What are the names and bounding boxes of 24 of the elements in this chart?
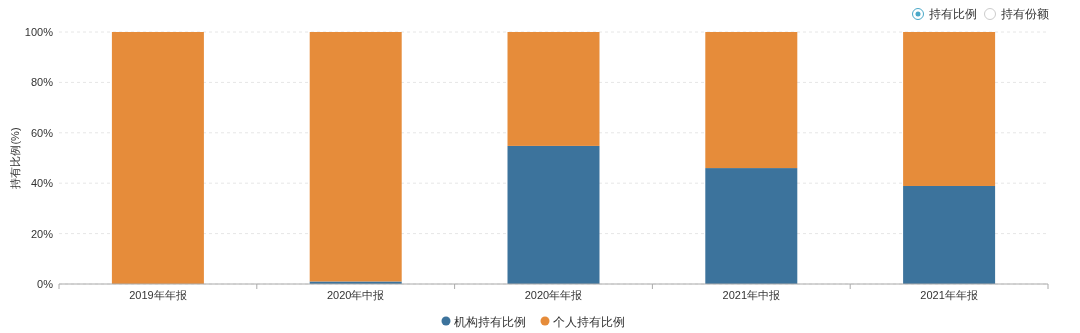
- bar: [111, 32, 204, 284]
- bar: [507, 32, 600, 146]
- x-tick-label: 2021年中报: [722, 289, 781, 301]
- y-tick-label: 40%: [30, 177, 54, 190]
- x-tick-label: 2020年中报: [326, 289, 385, 301]
- bar: [903, 185, 996, 284]
- bar: [507, 145, 600, 284]
- bar: [705, 168, 798, 284]
- legend-label: 机构持有比例: [454, 314, 526, 329]
- bar: [903, 32, 996, 186]
- x-tick-label: 2020年年报: [524, 289, 583, 301]
- text: 持有比例: [929, 7, 977, 21]
- y-tick-label: 100%: [24, 26, 54, 38]
- bar: [309, 32, 402, 282]
- x-tick-label: 2019年年报: [129, 289, 187, 301]
- y-tick-label: 20%: [30, 227, 54, 240]
- y-tick-label: 80%: [30, 76, 54, 89]
- legend-label: 个人持有比例: [553, 314, 625, 329]
- bar: [705, 32, 798, 169]
- y-axis-title: 持有比例(%): [9, 127, 21, 189]
- y-tick-label: 0%: [37, 278, 54, 290]
- text: 持有份额: [1001, 7, 1049, 21]
- x-tick-label: 2021年年报: [920, 289, 978, 301]
- y-tick-label: 60%: [30, 126, 54, 139]
